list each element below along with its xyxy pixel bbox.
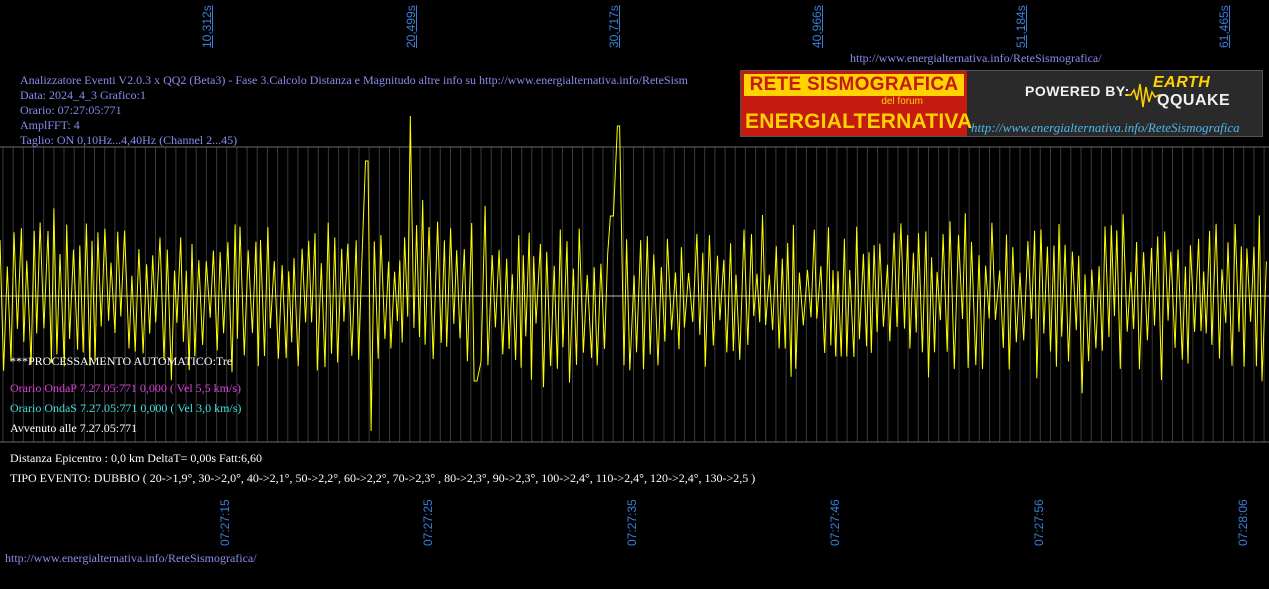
event-type: TIPO EVENTO: DUBBIO ( 20->1,9°, 30->2,0°… [10,471,756,485]
bottom-tick-1: 07:27:15 [218,492,236,548]
top-tick-2: 20,499s [404,0,422,48]
top-url-link[interactable]: http://www.energialternativa.info/ReteSi… [850,51,1102,65]
bottom-tick-2: 07:27:25 [421,492,439,548]
top-tick-label-2: 20,499s [404,5,418,48]
top-tick-label-1: 10,312s [200,5,214,48]
bottom-tick-label-5: 07:27:56 [1032,499,1046,546]
powered-by-label: POWERED BY: [1025,83,1130,99]
top-tick-6: 61,465s [1217,0,1235,48]
bottom-tick-label-6: 07:28:06 [1236,499,1250,546]
app-title: Analizzatore Eventi V2.0.3 x QQ2 (Beta3)… [20,73,688,87]
date-info: Data: 2024_4_3 Grafico:1 [20,88,146,102]
seismic-wave-icon [1125,83,1165,108]
time-info: Orario: 07:27:05:771 [20,103,122,117]
bottom-tick-label-3: 07:27:35 [625,499,639,546]
bottom-tick-label-4: 07:27:46 [828,499,842,546]
logo-line-2: del forum [881,96,923,107]
epicenter-distance: Distanza Epicentro : 0,0 km DeltaT= 0,00… [10,451,263,465]
logo-line-3: ENERGIALTERNATIVA [745,110,973,133]
bottom-tick-3: 07:27:35 [625,492,643,548]
processing-label: ***PROCESSAMENTO AUTOMATICO:Tre [10,354,233,368]
top-tick-1: 10,312s [200,0,218,48]
bottom-tick-label-1: 07:27:15 [218,499,232,546]
earthquake-logo: EARTH QQUAKE [1125,74,1230,116]
top-tick-4: 40,966s [810,0,828,48]
top-tick-label-4: 40,966s [810,5,824,48]
event-time: Avvenuto alle 7.27.05:771 [10,421,138,435]
top-tick-label-3: 30,717s [607,5,621,48]
amplification-info: AmplFFT: 4 [20,118,80,132]
logo-url-link[interactable]: http://www.energialternativa.info/ReteSi… [971,120,1240,135]
onda-s-time: Orario OndaS 7.27.05:771 0,000 ( Vel 3,0… [10,401,242,415]
filter-info: Taglio: ON 0,10Hz...4,40Hz (Channel 2...… [20,133,238,147]
bottom-tick-label-2: 07:27:25 [421,499,435,546]
logo-qquake-text: QQUAKE [1157,92,1231,109]
bottom-tick-5: 07:27:56 [1032,492,1050,548]
top-tick-label-6: 61,465s [1217,5,1231,48]
bottom-tick-4: 07:27:46 [828,492,846,548]
network-logo-banner: RETE SISMOGRAFICA del forum ENERGIALTERN… [740,70,1263,137]
top-tick-5: 51,184s [1014,0,1032,48]
bottom-tick-6: 07:28:06 [1236,492,1254,548]
top-tick-label-5: 51,184s [1014,5,1028,48]
onda-p-time: Orario OndaP 7.27.05:771 0,000 ( Vel 5,5… [10,381,241,395]
logo-line-1: RETE SISMOGRAFICA [744,74,964,96]
seismic-trace [0,115,1267,432]
logo-earth-text: EARTH [1153,74,1211,91]
bottom-url-link[interactable]: http://www.energialternativa.info/ReteSi… [5,551,257,565]
rete-sismografica-logo: RETE SISMOGRAFICA del forum ENERGIALTERN… [741,71,972,136]
top-tick-3: 30,717s [607,0,625,48]
